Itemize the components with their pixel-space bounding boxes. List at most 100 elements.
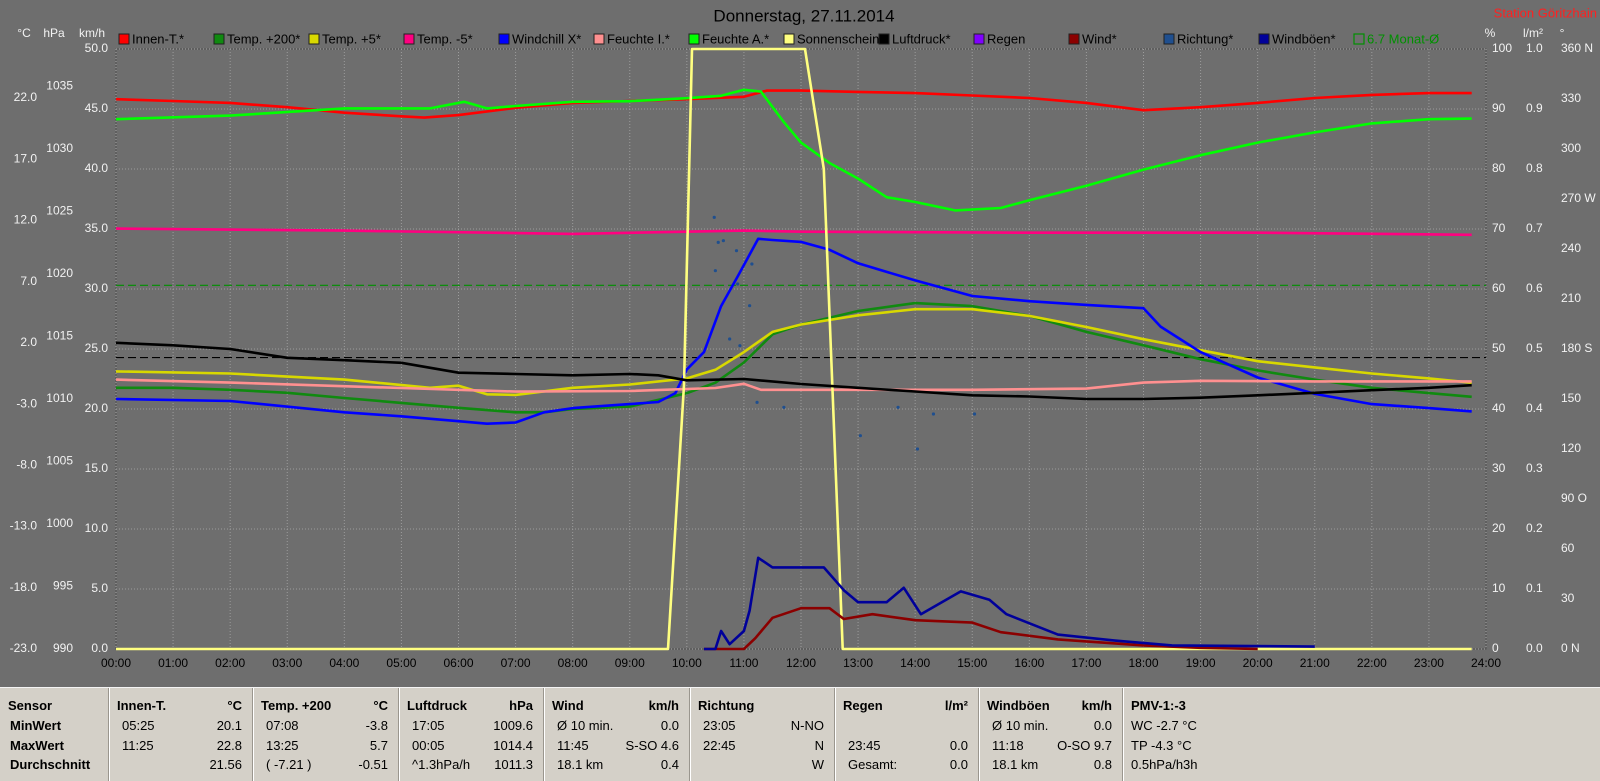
cell-value: N xyxy=(814,737,824,753)
cell-label: Ø 10 min. xyxy=(557,718,614,733)
direction-dot xyxy=(713,269,717,273)
column-unit: km/h xyxy=(1081,698,1112,713)
row-label: Durchschnitt xyxy=(10,757,91,772)
row-label: MinWert xyxy=(10,718,62,733)
cell-value: 21.56 xyxy=(209,757,242,772)
legend-swatch xyxy=(1068,33,1080,45)
legend-label: Sonnenschein xyxy=(797,31,879,46)
column-title: Richtung xyxy=(698,698,755,713)
y5-axis-title: l/m² xyxy=(1523,26,1543,40)
cell-value: 0.4 xyxy=(660,757,679,772)
y5-tick-label: 0.8 xyxy=(1526,161,1543,175)
y-tick-label: 45.0 xyxy=(85,101,109,115)
y-axis-title: km/h xyxy=(79,26,105,40)
chart: Donnerstag, 27.11.2014 Station Göritzhai… xyxy=(9,5,1597,671)
legend-swatch xyxy=(403,33,415,45)
direction-dot xyxy=(738,344,742,348)
legend-swatch xyxy=(973,33,985,45)
cell-value: 20.1 xyxy=(216,718,242,733)
series-line xyxy=(115,307,1472,397)
x-tick-label: 15:00 xyxy=(957,656,987,670)
legend-label: Feuchte I.* xyxy=(607,31,670,46)
y5-tick-label: 0.4 xyxy=(1526,401,1543,415)
direction-dot xyxy=(915,447,920,451)
cell-value: -0.51 xyxy=(358,757,388,772)
cell-label: 11:45 xyxy=(557,737,589,753)
cell-value: 0.0 xyxy=(949,757,968,772)
direction-dot xyxy=(712,215,716,219)
y-tick-label: 30.0 xyxy=(85,281,109,295)
column-title: Windböen xyxy=(987,698,1050,713)
cell-value: 0.0 xyxy=(660,718,679,733)
y2-tick-label: 7.0 xyxy=(20,274,37,288)
x-tick-label: 13:00 xyxy=(843,656,873,670)
y6-tick-label: 330 xyxy=(1561,91,1581,105)
y3-tick-label: 1005 xyxy=(46,454,73,468)
legend-swatch xyxy=(118,33,130,45)
legend-swatch xyxy=(783,33,795,45)
y6-tick-label: 270 W xyxy=(1561,191,1596,205)
y5-tick-label: 0.2 xyxy=(1526,521,1543,535)
stats-column: Temp. +200 °C 07:08 -3.8 13:25 5.7 ( -7.21 ) -0… xyxy=(252,688,398,781)
y3-tick-label: 1035 xyxy=(46,79,73,93)
y3-tick-label: 995 xyxy=(53,579,73,593)
direction-dot xyxy=(721,239,725,243)
direction-dot xyxy=(734,249,739,253)
x-tick-label: 05:00 xyxy=(386,656,416,670)
y6-tick-label: 120 xyxy=(1561,441,1581,455)
y2-tick-label: 22.0 xyxy=(14,90,38,104)
x-tick-label: 07:00 xyxy=(501,656,531,670)
stats-column: Luftdruck hPa 17:05 1009.6 00:05 1014.4 ^1.3hP… xyxy=(398,688,543,781)
series-line xyxy=(704,556,1315,651)
column-title: Innen-T. xyxy=(117,698,167,713)
cell-label: ( -7.21 ) xyxy=(266,757,312,772)
x-tick-label: 08:00 xyxy=(558,656,588,670)
y5-tick-label: 0.0 xyxy=(1526,641,1543,655)
stats-column: Sensor MinWert MaxWert Durchschnitt xyxy=(0,688,108,781)
cell-value: O-SO 9.7 xyxy=(1057,737,1112,753)
x-tick-label: 22:00 xyxy=(1357,656,1387,670)
stats-column: Wind km/h Ø 10 min. 0.0 11:45 S-SO 4.6 18.1 km… xyxy=(543,688,689,781)
cell-label: Gesamt: xyxy=(848,757,898,772)
x-tick-label: 24:00 xyxy=(1471,656,1501,670)
series-line xyxy=(116,47,1472,651)
cell-label: 05:25 xyxy=(122,718,155,733)
legend-swatch xyxy=(593,33,605,45)
x-tick-label: 09:00 xyxy=(615,656,645,670)
stats-panel: Sensor MinWert MaxWert Durchschnitt Innen-T.… xyxy=(0,687,1600,781)
y4-tick-label: 60 xyxy=(1492,281,1506,295)
cell-label: 11:25 xyxy=(122,737,154,753)
y4-tick-label: 40 xyxy=(1492,401,1506,415)
cell-label: 23:05 xyxy=(703,718,736,733)
legend-label: Windböen* xyxy=(1272,31,1336,46)
x-tick-label: 23:00 xyxy=(1414,656,1444,670)
cell-value: 0.5hPa/h3h xyxy=(1131,757,1198,772)
column-unit: hPa xyxy=(509,698,533,713)
column-title: Luftdruck xyxy=(407,698,467,713)
y4-tick-label: 90 xyxy=(1492,101,1506,115)
legend-swatch xyxy=(1353,33,1365,45)
direction-dot xyxy=(750,262,754,266)
column-title: Wind xyxy=(552,698,584,713)
y5-tick-label: 0.3 xyxy=(1526,461,1543,475)
row-label: MaxWert xyxy=(10,737,64,753)
legend-label: Feuchte A.* xyxy=(702,31,769,46)
series-line xyxy=(115,378,1472,393)
legend-label: Temp. +5* xyxy=(322,31,381,46)
direction-dot xyxy=(858,434,862,438)
cell-value: 0.0 xyxy=(949,737,968,753)
series-line xyxy=(115,227,1472,237)
y2-tick-label: -3.0 xyxy=(16,396,37,410)
y3-tick-label: 1015 xyxy=(46,329,73,343)
y6-tick-label: 180 S xyxy=(1561,341,1592,355)
y6-axis-title: ° xyxy=(1560,26,1565,40)
y-tick-label: 15.0 xyxy=(85,461,109,475)
legend-swatch xyxy=(1258,33,1270,45)
cell-label: 22:45 xyxy=(703,737,736,753)
column-unit: l/m² xyxy=(944,698,968,713)
cell-label: 13:25 xyxy=(266,737,299,753)
cell-value: TP -4.3 °C xyxy=(1131,737,1192,753)
series-line xyxy=(115,341,1472,401)
x-tick-label: 17:00 xyxy=(1071,656,1101,670)
stats-column: PMV-1:-3 WC -2.7 °C TP -4.3 °C 0.5hPa/h3h xyxy=(1122,688,1600,781)
